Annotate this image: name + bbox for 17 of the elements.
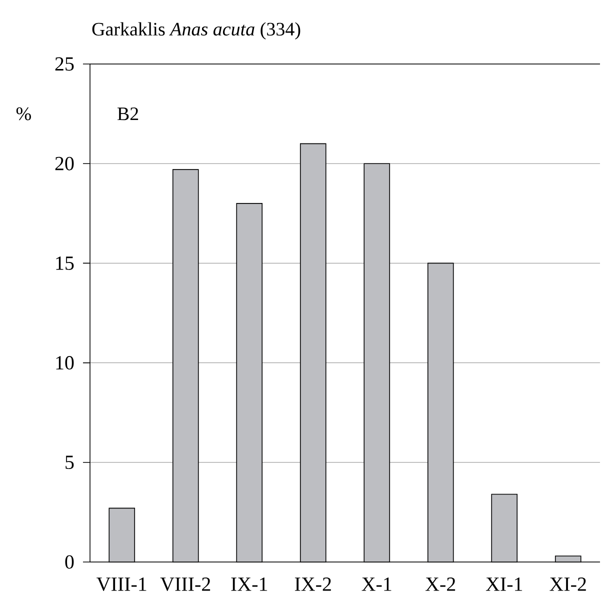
x-tick-label: X-1: [362, 578, 392, 591]
x-tick-label: X-2: [426, 578, 456, 591]
annotation: B2: [117, 107, 138, 120]
y-tick-label: 0: [65, 555, 74, 569]
x-tick-label: XI-2: [550, 578, 586, 591]
x-tick-label: VIII-2: [160, 578, 210, 592]
y-tick-label: 20: [55, 156, 74, 170]
x-tick-label: IX-2: [294, 578, 331, 591]
x-tick-label: IX-1: [231, 578, 268, 591]
y-tick-label: 10: [56, 356, 74, 370]
chart-title: Garkaklis Anas acuta (334): [92, 22, 300, 40]
y-tick-label: 5: [66, 456, 74, 470]
x-tick-label: VIII-1: [96, 578, 146, 592]
y-tick-label: 25: [55, 57, 74, 71]
y-axis-title: %: [16, 107, 31, 120]
x-tick-label: XI-1: [486, 578, 522, 591]
y-tick-label: 15: [56, 256, 74, 270]
